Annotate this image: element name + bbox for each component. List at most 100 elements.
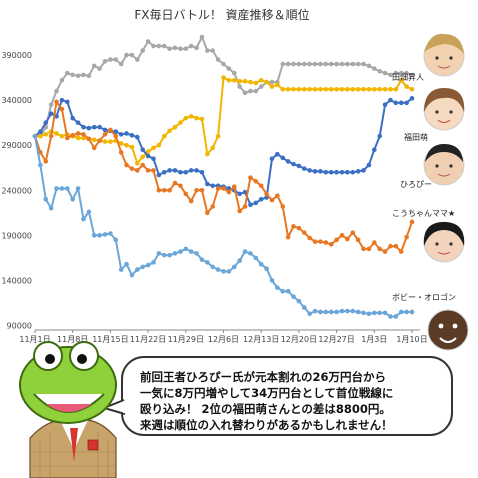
data-point xyxy=(242,204,248,209)
data-point xyxy=(355,61,361,67)
data-point xyxy=(91,145,97,151)
data-point xyxy=(124,131,129,136)
data-point xyxy=(248,251,253,256)
data-point xyxy=(118,267,124,272)
data-point xyxy=(345,87,350,92)
data-point xyxy=(318,169,323,174)
data-point xyxy=(145,262,151,268)
data-point xyxy=(140,48,146,53)
data-point xyxy=(350,87,356,92)
data-point xyxy=(151,156,156,162)
data-point xyxy=(264,191,269,197)
data-point xyxy=(226,189,232,195)
portrait-fukuda xyxy=(423,88,465,131)
data-point xyxy=(372,240,377,245)
data-point xyxy=(334,237,339,243)
y-tick-label: 290000 xyxy=(1,141,32,150)
data-point xyxy=(167,46,172,52)
series-2 xyxy=(32,96,415,207)
data-point xyxy=(323,87,329,92)
x-tick-label: 11月29日 xyxy=(168,335,204,344)
portrait-kouchan-mama xyxy=(423,221,465,263)
data-point xyxy=(32,133,38,139)
data-point xyxy=(65,186,70,191)
data-point xyxy=(361,61,366,67)
data-point xyxy=(81,72,86,78)
data-point xyxy=(65,99,70,105)
data-point xyxy=(388,314,393,319)
data-point xyxy=(129,144,135,150)
data-point xyxy=(81,132,86,137)
data-point xyxy=(183,169,189,175)
data-point xyxy=(145,39,151,44)
x-tick-label: 1月3日 xyxy=(361,335,387,344)
data-point xyxy=(312,61,318,67)
x-tick-label: 12月13日 xyxy=(243,335,279,344)
data-point xyxy=(59,186,65,191)
data-point xyxy=(102,232,108,237)
data-point xyxy=(334,309,339,315)
data-point xyxy=(350,169,356,175)
data-point xyxy=(140,147,146,153)
data-point xyxy=(409,309,415,315)
data-point xyxy=(231,77,237,83)
data-point xyxy=(296,163,302,169)
frog-mascot xyxy=(19,341,117,478)
x-tick-label: 11月22日 xyxy=(130,335,166,344)
data-point xyxy=(393,314,399,319)
data-point xyxy=(97,233,102,238)
data-point xyxy=(172,251,178,256)
x-tick-label: 12月27日 xyxy=(318,335,354,344)
data-point xyxy=(355,87,361,92)
data-point xyxy=(361,246,366,252)
data-point xyxy=(361,168,366,173)
data-point xyxy=(215,133,221,139)
data-point xyxy=(172,124,178,130)
data-point xyxy=(275,151,280,157)
data-point xyxy=(339,61,345,67)
series-name-label: 田畑昇人 xyxy=(392,73,424,82)
data-point xyxy=(382,102,388,107)
data-point xyxy=(161,43,167,49)
data-point xyxy=(248,88,253,94)
data-point xyxy=(205,48,210,53)
data-point xyxy=(409,219,415,225)
data-point xyxy=(151,168,156,173)
data-point xyxy=(43,120,49,125)
portrait-tabata xyxy=(423,33,465,77)
data-point xyxy=(280,155,286,161)
data-point xyxy=(194,45,199,51)
series-name-label: ひろぴー xyxy=(400,180,432,189)
data-point xyxy=(38,133,43,139)
data-point xyxy=(81,216,86,222)
data-point xyxy=(129,52,135,58)
data-point xyxy=(226,269,232,274)
data-point xyxy=(226,66,232,71)
y-tick-label: 390000 xyxy=(1,51,32,60)
data-point xyxy=(59,97,65,103)
data-point xyxy=(140,264,146,270)
data-point xyxy=(140,154,146,160)
series-line xyxy=(35,76,413,165)
data-point xyxy=(75,120,81,125)
data-point xyxy=(194,251,199,256)
data-point xyxy=(75,131,81,136)
data-point xyxy=(215,57,221,62)
data-point xyxy=(242,78,248,84)
x-tick-label: 11月1日 xyxy=(19,335,50,344)
data-point xyxy=(91,63,97,69)
x-tick-label: 11月15日 xyxy=(92,335,128,344)
data-point xyxy=(81,135,86,141)
data-point xyxy=(237,84,242,89)
data-point xyxy=(285,87,291,92)
data-point xyxy=(156,187,162,193)
y-tick-label: 240000 xyxy=(1,186,32,195)
y-tick-label: 340000 xyxy=(1,96,32,105)
data-point xyxy=(156,43,162,49)
data-point xyxy=(172,45,178,51)
data-point xyxy=(291,87,296,92)
data-point xyxy=(275,82,280,88)
data-point xyxy=(269,156,275,162)
data-point xyxy=(38,129,43,134)
